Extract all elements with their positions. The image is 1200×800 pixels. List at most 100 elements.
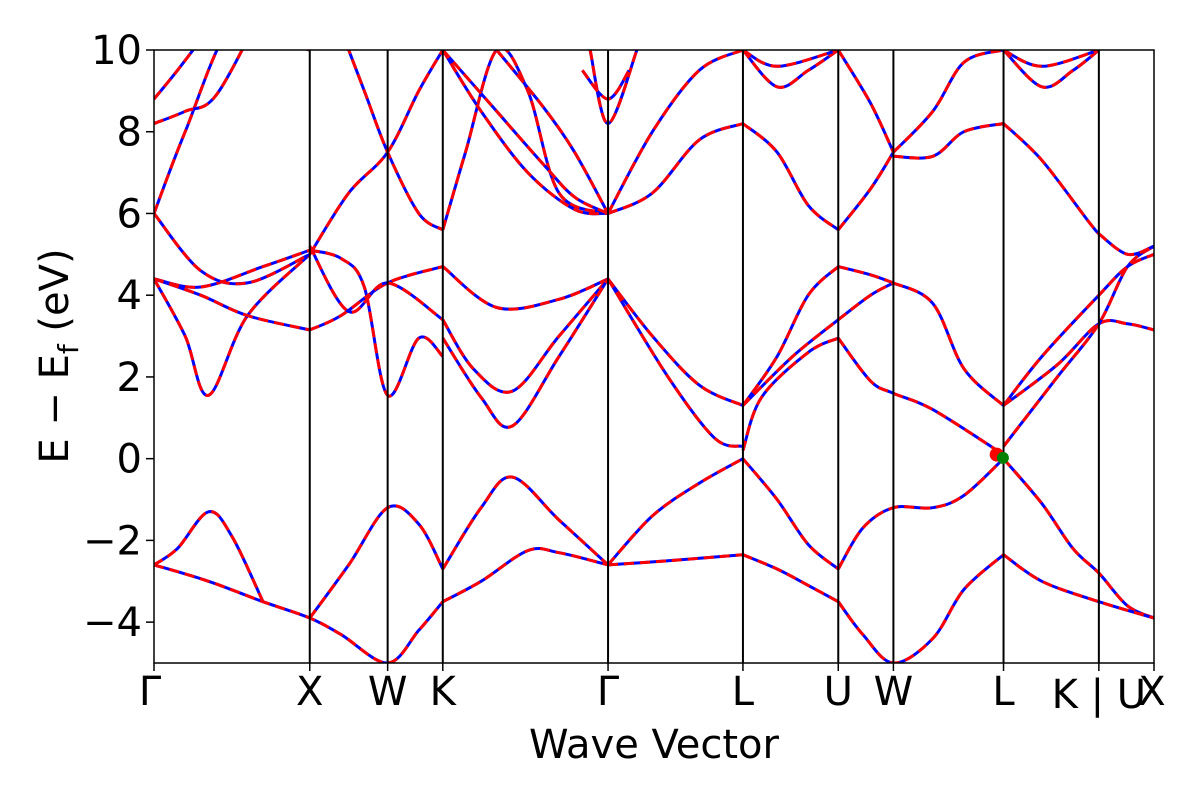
band-1-reference <box>154 510 265 603</box>
band-23-fit <box>606 278 744 448</box>
band-30-reference <box>892 281 1005 407</box>
band-41-fit <box>441 50 609 216</box>
y-axis-label-main: E − E <box>32 354 78 464</box>
band-5-fit <box>606 457 744 566</box>
y-tick-label: 2 <box>117 355 142 401</box>
y-axis-label: E − Ef (eV) <box>32 248 85 463</box>
band-58-fit <box>1097 232 1154 257</box>
fermi-markers <box>989 447 1009 464</box>
band-11-fit <box>1002 457 1154 620</box>
band-24-reference <box>741 336 839 451</box>
x-tick-label: L <box>992 669 1015 715</box>
band-4-fit <box>442 547 609 604</box>
band-30-fit <box>892 281 1005 407</box>
band-12-fit <box>1002 553 1154 620</box>
band-52-fit <box>837 50 895 153</box>
y-tick-label: 10 <box>91 28 142 74</box>
band-1-fit <box>154 510 265 603</box>
band-15-fit <box>154 277 311 332</box>
x-tick-label: K | U <box>1052 672 1146 718</box>
band-20-fit <box>441 277 610 394</box>
y-tick-label: 6 <box>117 191 142 237</box>
band-40-fit <box>441 50 609 231</box>
band-46-fit <box>588 50 639 126</box>
band-32-fit <box>1002 319 1154 407</box>
x-axis-label: Wave Vector <box>529 722 780 768</box>
band-3-fit <box>441 475 610 570</box>
band-35-fit <box>154 212 311 286</box>
band-45-fit <box>606 50 744 215</box>
band-31-reference <box>1002 252 1154 407</box>
band-8-fit <box>742 553 840 604</box>
band-26-fit <box>741 318 840 407</box>
band-37-fit <box>154 50 195 100</box>
band-48-fit <box>741 122 840 231</box>
band-24-fit <box>741 336 839 451</box>
band-39-fit <box>347 50 444 232</box>
y-tick-label: −2 <box>83 518 142 564</box>
x-tick-label: X <box>1138 669 1165 715</box>
band-41-reference <box>441 50 609 216</box>
x-tick-label: L <box>732 669 755 715</box>
band-14-reference <box>154 248 311 289</box>
band-31-fit <box>1002 252 1154 407</box>
x-tick-label: K <box>430 669 458 715</box>
band-56-fit <box>1002 50 1100 89</box>
y-tick-label: 8 <box>117 110 142 156</box>
band-17-reference <box>309 265 444 332</box>
band-lines <box>154 50 1154 663</box>
band-54-fit <box>892 50 1004 154</box>
y-tick-label: 4 <box>117 273 142 319</box>
band-50-fit <box>742 50 839 68</box>
y-tick-label: 0 <box>117 437 142 483</box>
high-symmetry-lines <box>308 50 1100 663</box>
band-9-reference <box>836 457 1005 570</box>
band-38-fit <box>308 50 445 256</box>
band-10-fit <box>837 553 1005 663</box>
band-19-fit <box>441 265 609 311</box>
band-6-fit <box>607 553 744 567</box>
band-27-fit <box>837 265 894 285</box>
x-tick-label: X <box>296 669 323 715</box>
band-22-fit <box>606 277 744 407</box>
band-39-reference <box>347 50 444 232</box>
band-49-fit <box>741 50 840 89</box>
band-18-fit <box>308 245 444 321</box>
band-4-reference <box>442 547 609 604</box>
band-55-reference <box>1002 122 1101 235</box>
x-tick-label: U <box>824 669 853 715</box>
band-18-reference <box>308 245 444 321</box>
x-tick-label: Γ <box>139 669 162 715</box>
band-25-fit <box>741 265 840 407</box>
y-tick-label: −4 <box>83 600 142 646</box>
band-14-fit <box>154 248 311 289</box>
band-21-fit <box>441 278 610 429</box>
band-53-fit <box>893 122 1004 160</box>
band-57-fit <box>1002 50 1100 68</box>
x-tick-label: W <box>368 669 408 715</box>
band-3-reference <box>441 475 610 570</box>
x-tick-label: W <box>874 669 914 715</box>
y-axis-ticks: 10 8 6 4 2 0 −2 −4 <box>83 28 154 646</box>
marker-green <box>996 451 1009 464</box>
band-29-fit <box>837 337 1005 456</box>
band-5-reference <box>606 457 744 566</box>
band-2-reference <box>308 504 445 619</box>
band-32-reference <box>1002 319 1154 407</box>
plot-frame <box>153 49 1155 664</box>
band-28-fit <box>837 281 895 321</box>
band-2-fit <box>308 504 445 619</box>
y-axis-label-unit: (eV) <box>32 248 78 344</box>
band-21-reference <box>441 278 610 429</box>
x-tick-label: Γ <box>597 669 620 715</box>
band-42-fit <box>441 50 609 215</box>
y-axis-label-subscript: f <box>52 343 85 354</box>
band-16-fit <box>309 248 444 398</box>
band-13-fit <box>154 253 311 397</box>
band-43-fit <box>495 50 610 215</box>
band-34-fit <box>154 50 310 215</box>
band-8-reference <box>742 553 840 604</box>
band-10-reference <box>837 553 1005 663</box>
